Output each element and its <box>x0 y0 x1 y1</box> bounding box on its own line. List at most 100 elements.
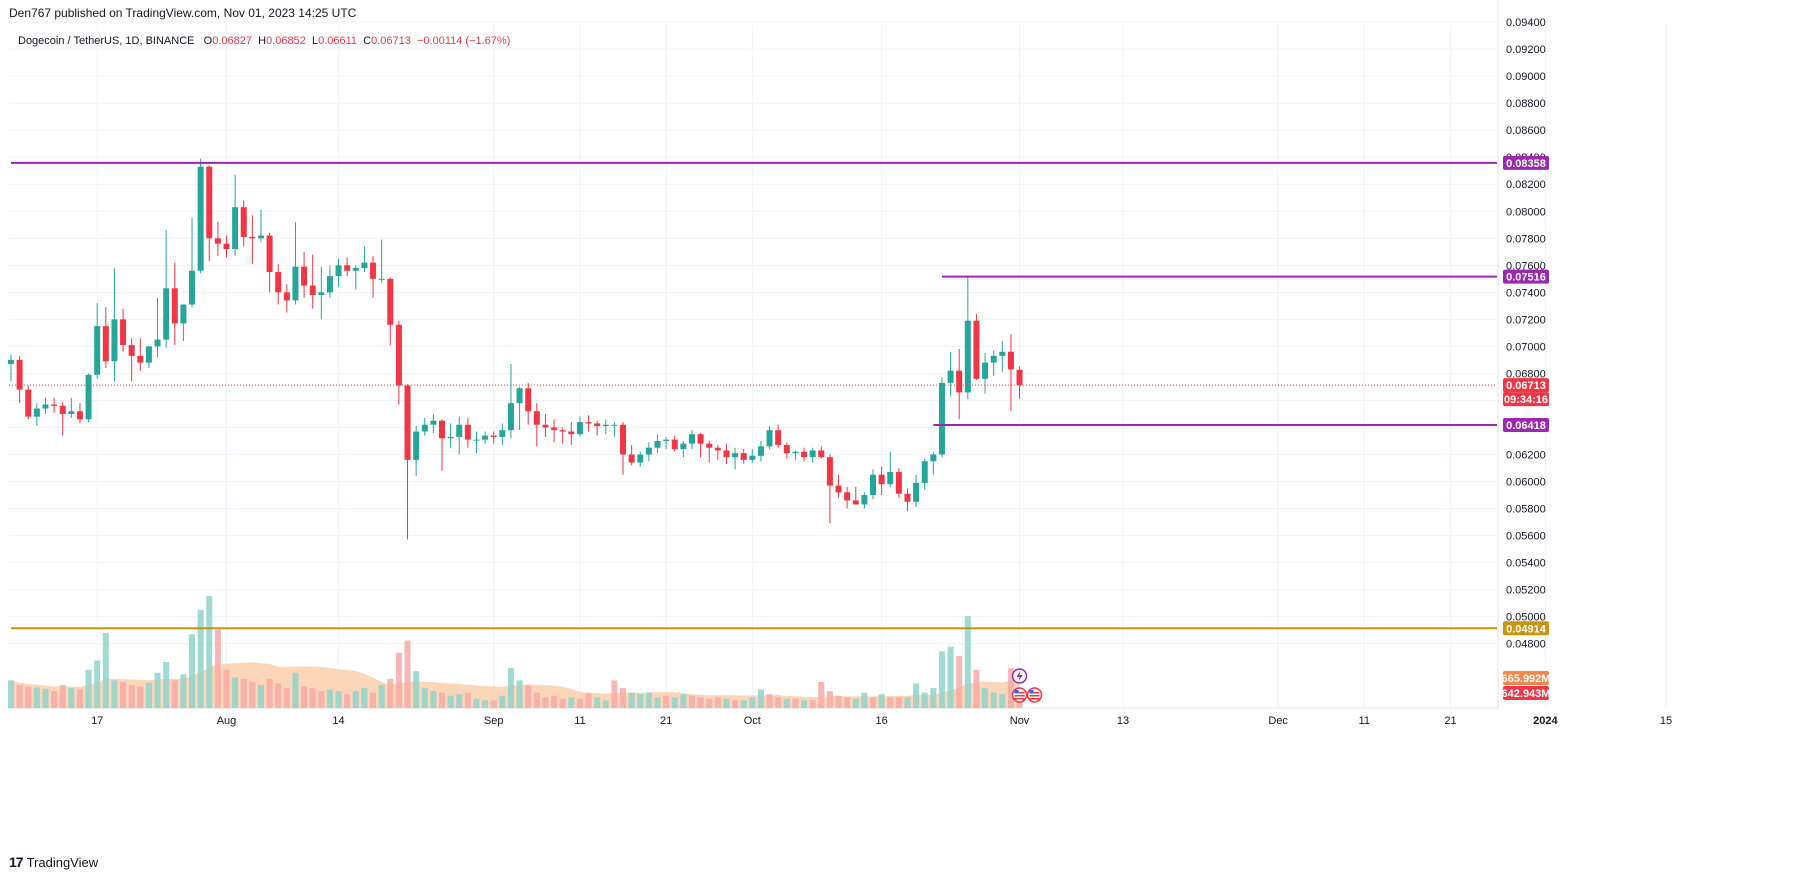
volume-bar <box>706 698 713 708</box>
publish-info: Den767 published on TradingView.com, Nov… <box>9 6 357 20</box>
time-tick-label: 14 <box>332 715 344 727</box>
volume-bar <box>930 688 937 708</box>
candle-body <box>378 278 385 280</box>
level-price-label-bg <box>1503 418 1549 433</box>
volume-bar <box>568 697 575 708</box>
volume-bar <box>757 689 764 708</box>
candle-body <box>628 454 635 463</box>
volume-bar <box>128 685 135 708</box>
candle-body <box>395 324 402 386</box>
us-flag-icon[interactable] <box>1026 687 1043 703</box>
volume-bar <box>628 692 635 708</box>
volume-bar <box>421 688 428 708</box>
candle-body <box>499 430 506 437</box>
candle-body <box>576 422 583 435</box>
volume-pane <box>8 596 1023 708</box>
volume-bar <box>189 634 196 708</box>
candle-body <box>835 485 842 493</box>
price-tick-label: 0.07200 <box>1506 314 1546 326</box>
price-tick-label: 0.07000 <box>1506 341 1546 353</box>
volume-bar <box>206 596 213 708</box>
volume-bar <box>749 697 756 708</box>
candle-body <box>473 439 480 441</box>
candle-body <box>783 445 790 454</box>
flag-canton <box>1029 690 1034 693</box>
candle-body <box>956 370 963 393</box>
candle-body <box>206 166 213 239</box>
candle-body <box>507 403 514 431</box>
lightning-icon[interactable] <box>1011 668 1028 684</box>
volume-bar <box>775 697 782 708</box>
volume-bar <box>266 678 273 708</box>
candle-body <box>249 236 256 239</box>
candle-body <box>111 319 118 362</box>
volume-bar <box>42 688 49 708</box>
candle-body <box>283 292 290 301</box>
volume-bar <box>275 683 282 708</box>
volume-bar <box>999 694 1006 708</box>
candle-body <box>585 422 592 424</box>
volume-bar <box>214 629 221 708</box>
time-tick-label: 11 <box>1359 715 1370 727</box>
candle-body <box>568 431 575 435</box>
price-axis[interactable]: 0.094000.092000.090000.088000.086000.084… <box>1502 17 1551 700</box>
open-label: O <box>203 35 213 47</box>
us-flag-icon[interactable] <box>1011 687 1028 703</box>
volume-bar <box>835 695 842 708</box>
volume-bar <box>542 697 549 708</box>
volume-bar <box>33 687 40 708</box>
volume-bar <box>947 646 954 708</box>
candle-body <box>335 265 342 277</box>
volume-bar <box>982 688 989 708</box>
symbol-legend[interactable]: Dogecoin / TetherUS, 1D, BINANCE O0.0682… <box>18 35 510 47</box>
volume-bar <box>464 692 471 708</box>
volume-bar <box>25 686 32 708</box>
volume-bar <box>163 662 170 708</box>
lightning-icon-bolt <box>1016 671 1023 681</box>
candle-body <box>973 320 980 379</box>
price-tick-label: 0.09200 <box>1506 44 1546 56</box>
volume-bar <box>990 692 997 708</box>
candle-body <box>370 262 377 279</box>
volume-bar <box>844 697 851 708</box>
open-value: 0.06827 <box>212 35 252 47</box>
price-tick-label: 0.09400 <box>1506 17 1546 29</box>
time-tick-label: 16 <box>875 715 887 727</box>
candle-body <box>542 424 549 428</box>
level-price-label: 0.08358 <box>1506 158 1546 170</box>
volume-bar <box>370 692 377 708</box>
volume-bar <box>680 694 687 708</box>
volume-bar <box>507 668 514 708</box>
volume-bar <box>473 698 480 708</box>
volume-bar <box>430 691 437 708</box>
candle-body <box>387 278 394 325</box>
candle-body <box>257 235 264 239</box>
price-tick-label: 0.05000 <box>1506 612 1546 624</box>
time-axis[interactable]: 17 Aug 14 Sep 11 21 Oct 16 Nov 13 Dec 11 21 2024 15 <box>91 715 1672 727</box>
candle-body <box>223 243 230 250</box>
candle-body <box>852 500 859 505</box>
price-tick-label: 0.07600 <box>1506 260 1546 272</box>
candle-body <box>801 451 808 458</box>
volume-bar <box>85 669 92 708</box>
candle-body <box>999 351 1006 356</box>
time-tick-label: Aug <box>217 715 237 727</box>
volume-bar <box>594 697 601 708</box>
tradingview-logo[interactable]: 17 TradingView <box>9 854 98 870</box>
level-price-label: 0.07516 <box>1506 272 1546 284</box>
candle-body <box>533 411 540 425</box>
candle-body <box>33 408 40 417</box>
flag-stripe <box>1014 695 1025 697</box>
candle-body <box>163 288 170 340</box>
symbol-name[interactable]: Dogecoin / TetherUS, 1D, BINANCE <box>18 35 195 47</box>
volume-bar <box>8 680 14 708</box>
price-tick-label: 0.09000 <box>1506 71 1546 83</box>
time-tick-label: 2024 <box>1533 715 1558 727</box>
volume-bar <box>309 688 316 708</box>
volume-bar <box>413 671 420 708</box>
volume-ma-value-label-bg <box>1503 686 1549 700</box>
flag-stripe <box>1029 692 1040 694</box>
volume-bar <box>137 686 144 708</box>
candle-body <box>464 424 471 440</box>
